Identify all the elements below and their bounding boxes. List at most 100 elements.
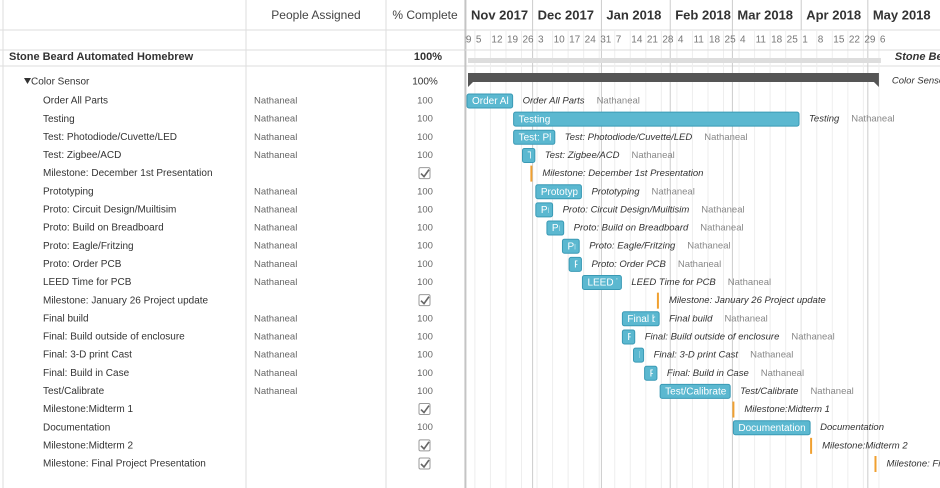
month-label: May 2018 xyxy=(873,7,931,22)
task-bar[interactable] xyxy=(581,275,622,290)
milestone-label: Milestone: Final Project Presentation xyxy=(886,459,940,470)
task-person: Nathaneal xyxy=(254,277,297,288)
task-bar[interactable] xyxy=(659,383,731,399)
week-label: 6 xyxy=(880,35,886,46)
task-bar[interactable] xyxy=(535,184,582,200)
bar-text: Documentation xyxy=(738,423,805,434)
milestone-checkbox[interactable] xyxy=(418,403,431,416)
project-name: Stone Beard Automated Homebrew xyxy=(9,51,194,63)
task-bar[interactable] xyxy=(561,238,580,254)
task-complete: 100 xyxy=(417,150,433,161)
week-label: 10 xyxy=(554,35,566,46)
bar-text-clip: Test: Photodiode/Cuvette/LED xyxy=(519,132,551,143)
task-label: Proto: Build on Breadboard xyxy=(574,223,689,234)
group-name: Color Sensor xyxy=(31,77,90,88)
milestone-checkbox[interactable] xyxy=(418,439,431,452)
task-name: Testing xyxy=(43,114,75,125)
week-label: 26 xyxy=(523,35,535,46)
task-person: Nathaneal xyxy=(254,114,297,125)
task-name: Proto: Eagle/Fritzing xyxy=(43,241,134,252)
bar-text-clip: Testing xyxy=(519,114,551,125)
task-person: Nathaneal xyxy=(254,350,297,361)
task-name: Prototyping xyxy=(43,186,94,197)
task-label: Testing xyxy=(809,114,840,125)
task-name: Proto: Order PCB xyxy=(43,259,122,270)
bar-text: Proto: Eagle/Fritzing xyxy=(567,241,658,252)
task-complete: 100 xyxy=(417,422,433,433)
task-person: Nathaneal xyxy=(254,313,297,324)
task-bar[interactable] xyxy=(633,347,645,363)
week-label: 31 xyxy=(600,35,612,46)
group-bar xyxy=(468,73,879,87)
task-bar[interactable] xyxy=(621,311,660,327)
task-name: Test: Photodiode/Cuvette/LED xyxy=(43,132,177,143)
task-person: Nathaneal xyxy=(254,368,297,379)
task-name: Milestone:Midterm 1 xyxy=(43,404,133,415)
task-bar[interactable] xyxy=(513,111,800,127)
task-name: Documentation xyxy=(43,422,110,433)
task-bar[interactable] xyxy=(513,129,556,145)
task-bar[interactable] xyxy=(732,420,811,436)
week-label: 14 xyxy=(631,35,643,46)
week-label: 25 xyxy=(787,35,799,46)
task-complete: 100 xyxy=(417,132,433,143)
bar-text-clip: Final: 3-D print Cast xyxy=(639,350,728,361)
milestone-marker xyxy=(810,437,813,454)
month-label: Jan 2018 xyxy=(606,7,661,22)
week-label: 18 xyxy=(771,35,783,46)
bar-text: Proto: Circuit Design/Muiltisim xyxy=(541,205,674,216)
task-name: Proto: Build on Breadboard xyxy=(43,223,164,234)
bar-text: Proto: Order PCB xyxy=(574,259,653,270)
task-complete: 100 xyxy=(417,313,433,324)
task-label-person: Nathaneal xyxy=(851,114,894,125)
task-label: Test/Calibrate xyxy=(740,386,798,397)
task-complete: 100 xyxy=(417,204,433,215)
task-person: Nathaneal xyxy=(254,150,297,161)
task-person: Nathaneal xyxy=(254,241,297,252)
task-bar[interactable] xyxy=(522,147,536,163)
milestone-checkbox[interactable] xyxy=(418,167,431,180)
task-bar[interactable] xyxy=(466,93,514,109)
task-complete: 100 xyxy=(417,114,433,125)
checkmark xyxy=(420,169,430,178)
bar-text: Final build xyxy=(627,314,673,325)
milestone-checkbox[interactable] xyxy=(418,294,431,307)
task-name: Milestone: December 1st Presentation xyxy=(43,168,213,179)
milestone-label: Milestone: January 26 Project update xyxy=(669,295,826,306)
month-label: Nov 2017 xyxy=(471,7,528,22)
bar-text: Final: Build in Case xyxy=(650,368,737,379)
task-bar[interactable] xyxy=(546,220,565,236)
task-complete: 100 xyxy=(417,386,433,397)
month-label: Feb 2018 xyxy=(675,7,731,22)
task-bar[interactable] xyxy=(644,365,658,381)
bar-text: Order All Parts xyxy=(472,96,537,107)
week-label: 18 xyxy=(709,35,721,46)
task-label-person: Nathaneal xyxy=(791,331,834,342)
milestone-checkbox[interactable] xyxy=(418,457,431,470)
month-label: Mar 2018 xyxy=(737,7,793,22)
task-complete: 100 xyxy=(417,331,433,342)
task-label-person: Nathaneal xyxy=(700,223,743,234)
milestone-marker xyxy=(874,456,877,472)
task-name: Test/Calibrate xyxy=(43,386,105,397)
bar-text-clip: Prototyping xyxy=(541,187,578,198)
task-person: Nathaneal xyxy=(254,223,297,234)
task-name: Final: 3-D print Cast xyxy=(43,350,132,361)
task-bar[interactable] xyxy=(568,256,582,272)
bar-text: Test: Zigbee/ACD xyxy=(528,151,606,162)
bar-text-clip: Test: Zigbee/ACD xyxy=(528,151,606,162)
bar-text: Final: 3-D print Cast xyxy=(639,350,728,361)
task-bar[interactable] xyxy=(621,329,636,345)
collapse-toggle[interactable] xyxy=(24,78,31,84)
bar-text: Proto: Build on Breadboard xyxy=(552,223,673,234)
task-label: Test: Zigbee/ACD xyxy=(545,150,620,161)
task-person: Nathaneal xyxy=(254,204,297,215)
week-label: 11 xyxy=(693,35,704,46)
task-complete: 100 xyxy=(417,277,433,288)
bar-text-clip: Proto: Order PCB xyxy=(574,259,653,270)
week-label: 21 xyxy=(647,35,659,46)
task-label-person: Nathaneal xyxy=(701,204,744,215)
task-name: Proto: Circuit Design/Muiltisim xyxy=(43,205,176,216)
task-bar[interactable] xyxy=(535,202,554,218)
task-person: Nathaneal xyxy=(254,331,297,342)
